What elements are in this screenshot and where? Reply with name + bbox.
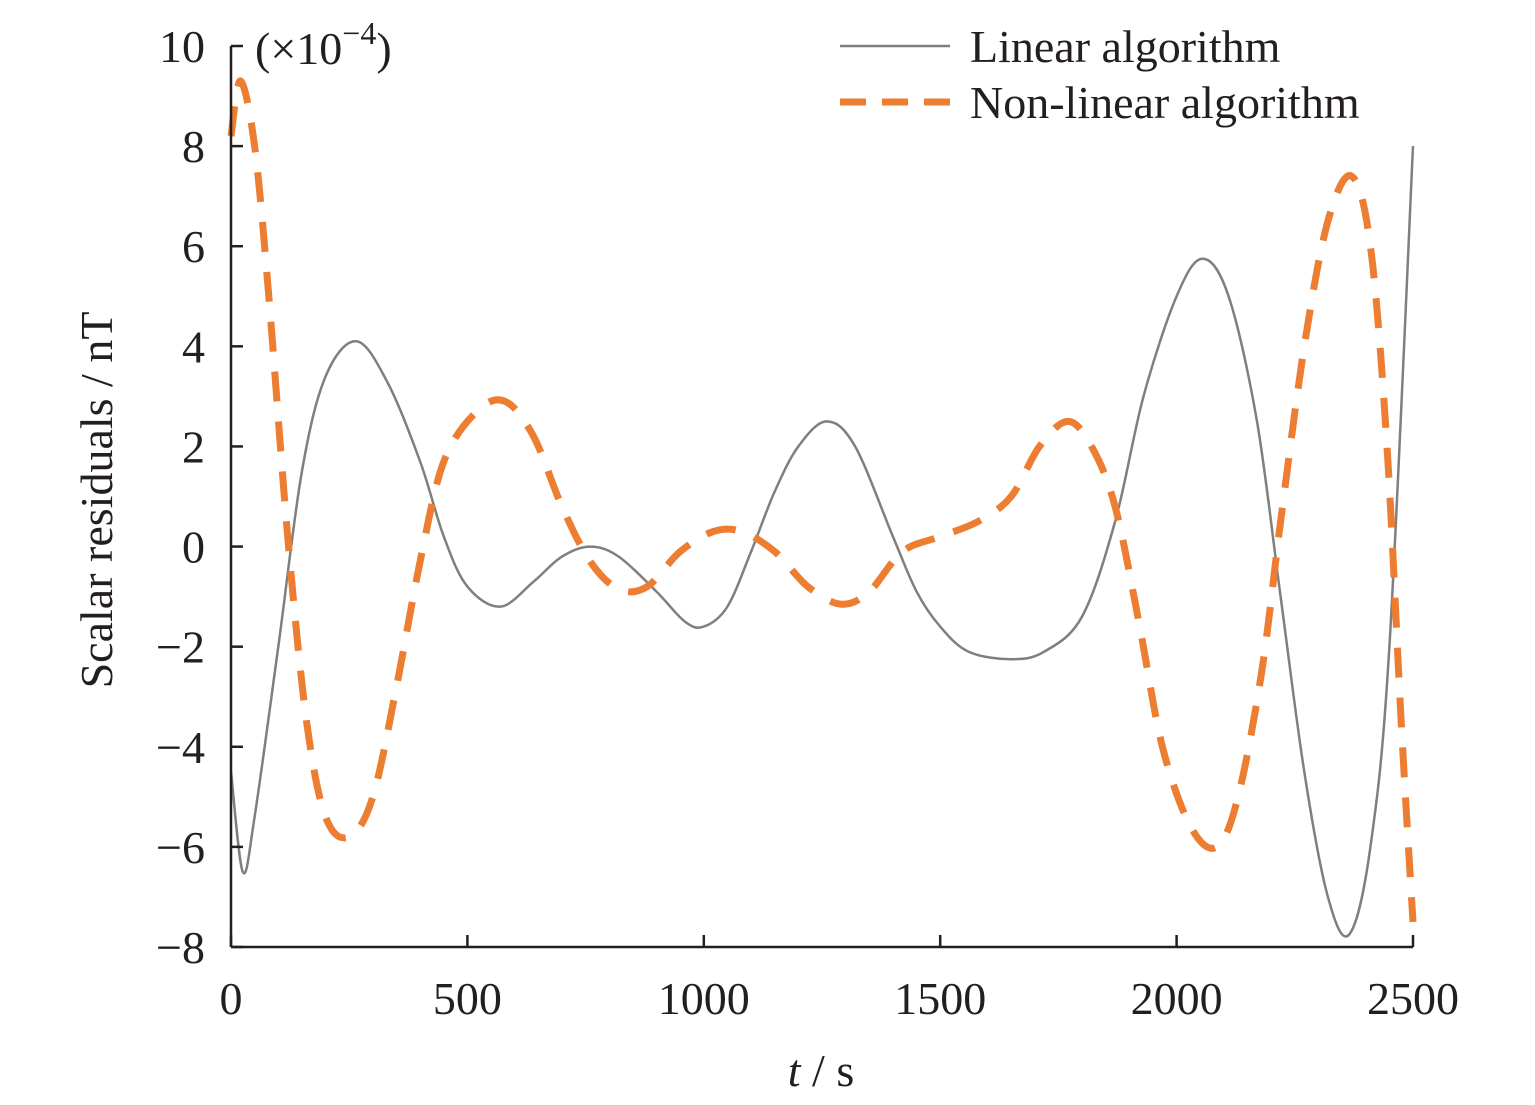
y-tick-label: −2 [156,622,205,673]
x-axis-label: t / s [788,1045,854,1096]
y-tick-label: 10 [159,21,205,72]
y-tick-label: 8 [182,121,205,172]
x-tick-label: 2500 [1367,973,1459,1024]
x-tick-label: 500 [433,973,502,1024]
legend-label-linear: Linear algorithm [970,21,1281,72]
x-tick-label: 0 [220,973,243,1024]
y-tick-label: 0 [182,522,205,573]
x-ticks: 0 500 1000 1500 2000 2500 [220,935,1459,1024]
y-multiplier-label: (×10−4) [255,15,392,74]
x-tick-label: 2000 [1131,973,1223,1024]
x-tick-label: 1000 [658,973,750,1024]
plot-area: −8 −6 −4 −2 0 2 4 6 8 10 0 500 1000 1500 2000 2500 [156,21,1459,1024]
y-tick-label: −6 [156,822,205,873]
y-tick-label: 6 [182,221,205,272]
x-axis-variable: t [788,1045,802,1096]
series-layer [227,77,1417,938]
series-line-linear [229,146,1415,938]
legend-label-nonlinear: Non-linear algorithm [970,77,1360,128]
y-multiplier-exponent: −4 [342,15,376,51]
legend: Linear algorithm Non-linear algorithm [840,21,1360,128]
x-tick-label: 1500 [894,973,986,1024]
x-axis-unit: / s [801,1045,855,1096]
y-ticks: −8 −6 −4 −2 0 2 4 6 8 10 [156,21,243,973]
y-tick-label: −4 [156,722,205,773]
series-line-nonlinear [227,77,1417,923]
y-tick-label: −8 [156,922,205,973]
y-tick-label: 4 [182,321,205,372]
y-axis-label: Scalar residuals / nT [71,312,122,689]
y-tick-label: 2 [182,421,205,472]
